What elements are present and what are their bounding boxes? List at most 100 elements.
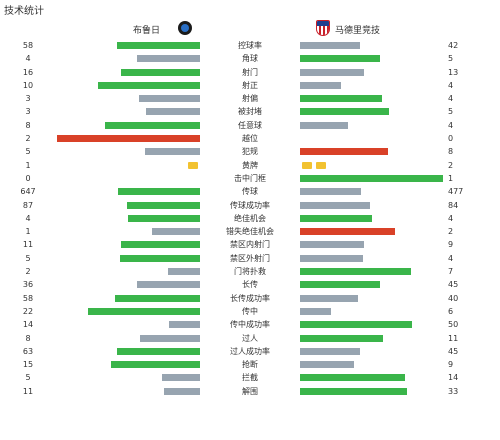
away-stat-bar [300,294,358,302]
away-stat-value: 4 [448,253,454,263]
home-stat-value: 1 [25,160,31,170]
home-stat-value: 5 [25,373,31,383]
away-stat-bar [300,228,395,236]
home-stat-value: 1 [25,227,31,237]
home-stat-bar [57,135,200,143]
stat-label: 传球成功率 [230,200,270,210]
stat-label: 拦截 [242,373,258,383]
away-stat-value: 9 [448,240,454,250]
stat-row: 14 传中成功率 50 [0,318,500,331]
home-stat-value: 8 [25,333,31,343]
home-stat-value: 58 [22,41,34,50]
away-stat-bar [300,334,383,342]
stat-label: 长传成功率 [230,293,270,303]
away-stat-value: 4 [448,213,454,223]
home-stat-bar [137,281,200,289]
away-stat-bar [300,81,341,89]
stat-label: 禁区外射门 [230,253,270,263]
stat-row: 2 越位 0 [0,132,500,145]
stat-label: 任意球 [238,120,262,130]
stat-label: 错失绝佳机会 [226,227,274,237]
stat-row: 16 射门 13 [0,66,500,79]
away-stat-value: 2 [448,227,454,237]
stat-row: 11 解围 33 [0,385,500,398]
stat-row: 10 射正 4 [0,79,500,92]
home-yellow-card-icon [188,161,198,169]
stat-row: 3 射偏 4 [0,92,500,105]
home-stat-value: 63 [22,346,34,356]
away-yellow-card-icon [316,161,326,169]
home-stat-bar [139,95,200,103]
away-stat-bar [300,361,354,369]
away-stat-value: 2 [448,160,454,170]
stat-label: 抢断 [242,360,258,370]
away-stat-bar [300,201,370,209]
home-stat-value: 14 [22,320,34,330]
home-stat-value: 58 [22,293,34,303]
home-stat-bar [162,374,200,382]
stat-label: 射门 [242,67,258,77]
away-stat-bar [300,214,372,222]
home-stat-bar [117,347,200,355]
stat-label: 传中 [242,306,258,316]
away-stat-value: 45 [448,280,459,290]
away-stat-bar [300,254,363,262]
stat-row: 87 传球成功率 84 [0,199,500,212]
away-team-name: 马德里竞技 [335,26,381,36]
away-stat-bar [300,174,443,182]
away-stat-bar [300,42,360,49]
stat-row: 63 过人成功率 45 [0,345,500,358]
stat-label: 传中成功率 [230,320,270,330]
home-stat-bar [98,81,200,89]
away-stat-value: 4 [448,80,454,90]
page-title: 技术统计 [4,6,44,17]
home-stat-bar [140,334,200,342]
stats-table: 58 控球率 42 4 角球 5 16 射门 13 10 射正 4 3 射偏 4 3 被封堵 5 8 任意球 4 2 越位 0… [0,39,500,398]
away-stat-value: 33 [448,386,459,396]
away-stat-value: 1 [448,173,454,183]
home-stat-bar [121,68,200,76]
stat-label: 禁区内射门 [230,240,270,250]
stat-label: 控球率 [238,41,262,50]
stat-row: 5 禁区外射门 4 [0,252,500,265]
home-stat-bar [146,108,200,116]
stat-label: 解围 [242,386,258,396]
home-stat-value: 3 [25,107,31,117]
away-stat-bar [300,108,389,116]
away-stat-bar [300,268,411,276]
home-stat-value: 5 [25,253,31,263]
club-brugge-crest-icon [178,21,192,35]
away-stat-value: 84 [448,200,459,210]
away-stat-bar [300,321,412,329]
stat-row: 15 抢断 9 [0,358,500,371]
home-stat-bar [111,361,200,369]
home-stat-value: 87 [22,200,34,210]
home-stat-bar [105,121,200,129]
home-stat-value: 4 [25,54,31,64]
away-stat-value: 6 [448,306,454,316]
away-stat-bar [300,148,388,156]
home-stat-value: 647 [20,187,36,197]
away-stat-bar [300,241,364,249]
stat-row: 11 禁区内射门 9 [0,238,500,251]
home-stat-bar [115,294,200,302]
stat-label: 传球 [242,187,258,197]
home-stat-value: 10 [22,80,34,90]
away-stat-value: 42 [448,41,459,50]
away-stat-bar [300,55,380,63]
away-stat-bar [300,121,348,129]
stat-label: 射正 [242,80,258,90]
stat-label: 射偏 [242,94,258,104]
away-stat-value: 50 [448,320,459,330]
home-stat-bar [168,268,200,276]
stat-row: 5 犯规 8 [0,145,500,158]
away-stat-value: 477 [448,187,464,197]
away-stat-value: 0 [448,134,454,144]
away-stat-bar [300,387,407,395]
away-stat-bar [300,68,364,76]
home-stat-bar [121,241,200,249]
stat-row: 8 过人 11 [0,332,500,345]
home-stat-bar [137,55,200,63]
stat-row: 4 角球 5 [0,52,500,65]
home-team-name: 布鲁日 [133,26,161,36]
